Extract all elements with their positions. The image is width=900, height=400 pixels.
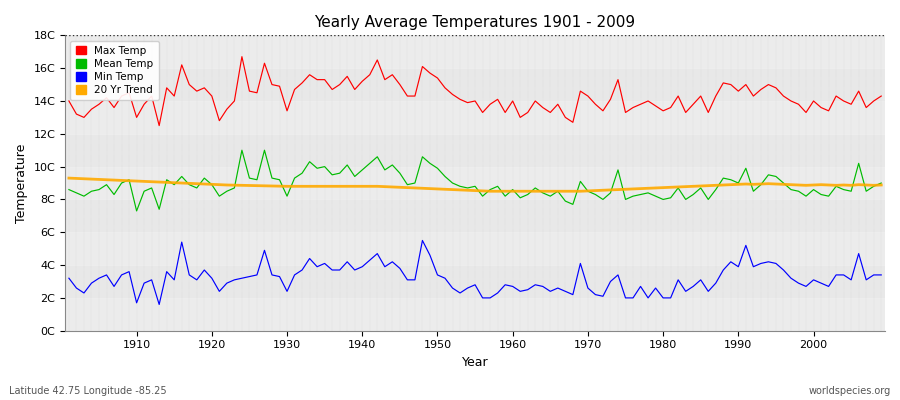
Text: worldspecies.org: worldspecies.org	[809, 386, 891, 396]
Bar	[65, 232, 885, 265]
Legend: Max Temp, Mean Temp, Min Temp, 20 Yr Trend: Max Temp, Mean Temp, Min Temp, 20 Yr Tre…	[70, 40, 158, 100]
Y-axis label: Temperature: Temperature	[15, 143, 28, 223]
Bar	[65, 167, 885, 200]
Text: Latitude 42.75 Longitude -85.25: Latitude 42.75 Longitude -85.25	[9, 386, 166, 396]
Bar	[65, 101, 885, 134]
Title: Yearly Average Temperatures 1901 - 2009: Yearly Average Temperatures 1901 - 2009	[314, 15, 635, 30]
X-axis label: Year: Year	[462, 356, 489, 369]
Bar	[65, 298, 885, 331]
Bar	[65, 35, 885, 68]
